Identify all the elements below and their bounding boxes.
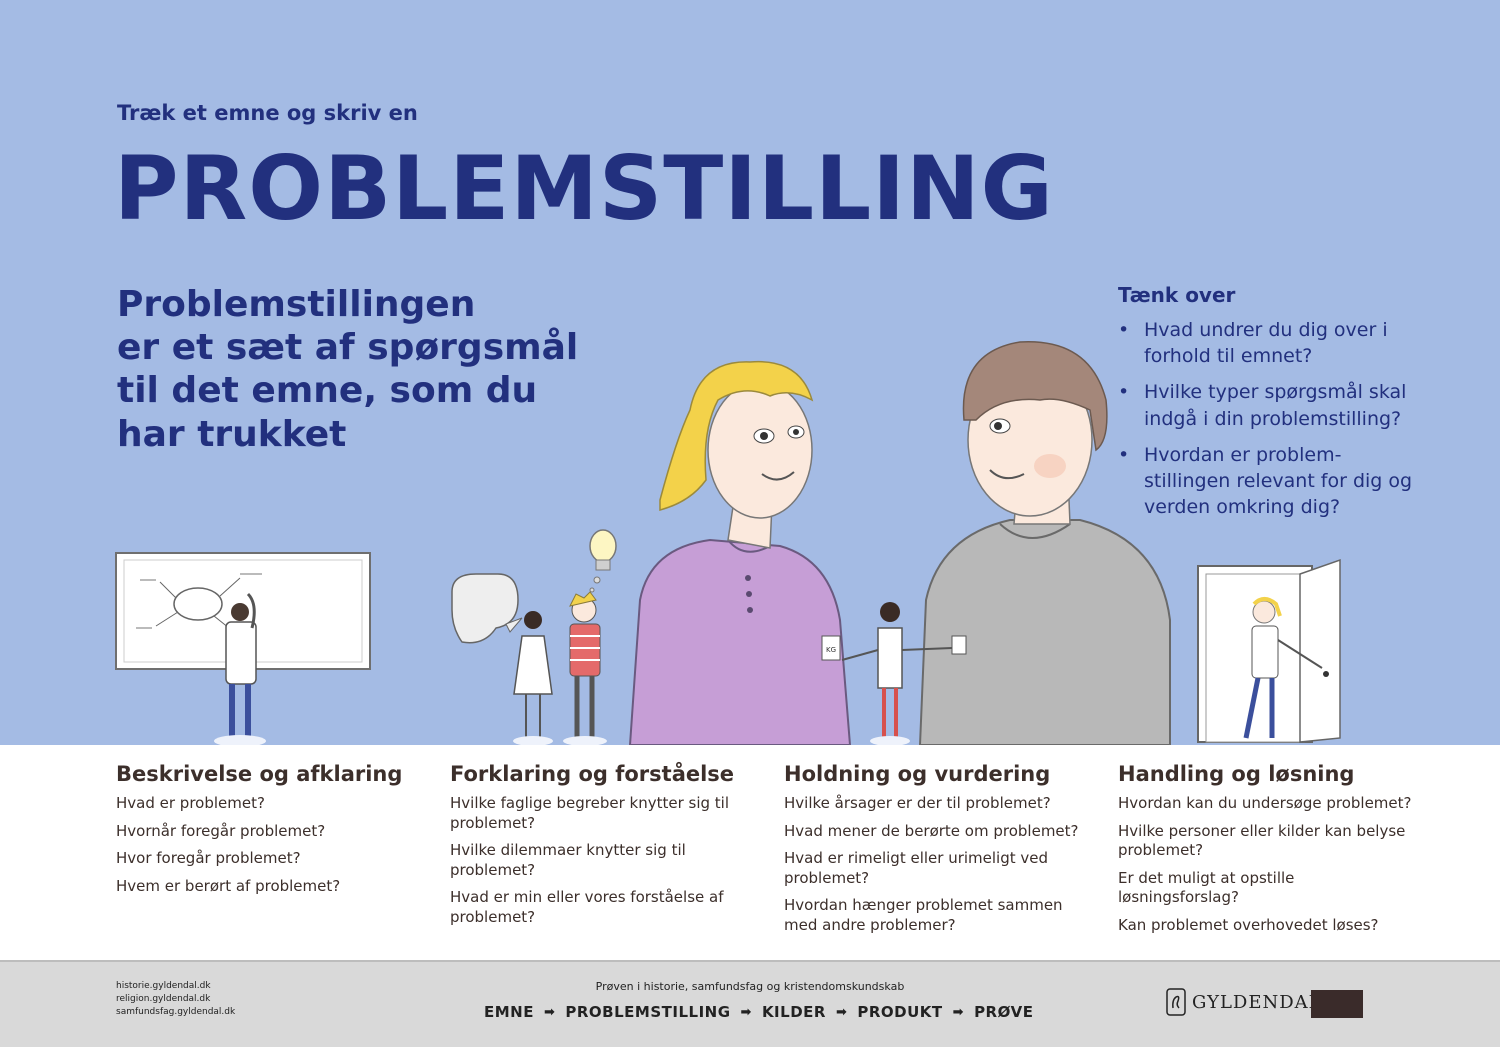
footer-link[interactable]: samfundsfag.gyldendal.dk — [116, 1007, 236, 1018]
publisher-emblem-icon — [1166, 988, 1186, 1016]
footer-link[interactable]: historie.gyldendal.dk — [116, 981, 211, 991]
question-item: Hvilke årsager er der til problemet? — [784, 794, 1051, 812]
lightbulb-icon — [589, 529, 617, 593]
boy-illustration — [918, 341, 1171, 745]
question-columns: Beskrivelse og afklaring Hvad er problem… — [0, 745, 1500, 960]
column-description: Beskrivelse og afklaring Hvad er problem… — [116, 762, 416, 904]
question-item: Er det muligt at opstille løsningsforsla… — [1118, 868, 1295, 907]
flow-step: PRODUKT — [857, 1003, 943, 1021]
student-boy-illustration — [563, 591, 607, 745]
brand-block — [1311, 990, 1363, 1018]
flow-step: EMNE — [484, 1003, 534, 1021]
flow-step: PROBLEMSTILLING — [565, 1003, 731, 1021]
publisher-name: GYLDENDAL — [1192, 991, 1322, 1013]
question-item: Hvad mener de berørte om problemet? — [784, 821, 1079, 840]
question-item: Hvem er berørt af problemet? — [116, 876, 341, 895]
think-box: Tænk over Hvad undrer du dig over i forh… — [1118, 283, 1418, 531]
lead-line: er et sæt af spørgsmål — [117, 327, 579, 369]
question-item: Hvilke dilemmaer knytter sig til problem… — [450, 841, 686, 879]
footer-caption: Prøven i historie, samfundsfag og kriste… — [595, 980, 905, 993]
whiteboard-illustration — [115, 552, 371, 745]
door-illustration — [1197, 558, 1341, 743]
column-attitude: Holdning og vurdering Hvilke årsager er … — [784, 762, 1084, 943]
arrow-right-icon: ➡ — [740, 1004, 752, 1020]
illustration: KG — [115, 341, 1341, 745]
lead-line: har trukket — [117, 413, 347, 455]
speech-bubble-illustration — [451, 573, 553, 745]
arrow-right-icon: ➡ — [952, 1004, 965, 1020]
girl-illustration — [628, 360, 852, 745]
svg-text:KG: KG — [826, 646, 836, 654]
footer-link[interactable]: religion.gyldendal.dk — [116, 994, 211, 1005]
question-item: Hvilke personer eller kilder kan belyse … — [1118, 821, 1406, 860]
column-heading: Holdning og vurdering — [784, 762, 1051, 786]
question-item: Hvad er rimeligt eller urimeligt ved pro… — [784, 849, 1049, 887]
kicker-text: Træk et emne og skriv en — [117, 101, 418, 125]
question-item: Hvad er min eller vores forståelse af pr… — [450, 888, 724, 926]
column-heading: Beskrivelse og afklaring — [116, 762, 403, 786]
think-item: Hvordan er problem-stillingen relevant f… — [1118, 442, 1418, 521]
process-flow: EMNE ➡ PROBLEMSTILLING ➡ KILDER ➡ PRODUK… — [484, 1003, 1033, 1021]
think-list: Hvad undrer du dig over i forhold til em… — [1118, 317, 1418, 521]
publisher-logo: GYLDENDAL — [1166, 988, 1322, 1016]
arrow-right-icon: ➡ — [543, 1004, 556, 1020]
footer-links: historie.gyldendal.dk religion.gyldendal… — [116, 980, 235, 1019]
footer: historie.gyldendal.dk religion.gyldendal… — [0, 960, 1500, 1047]
column-explanation: Forklaring og forståelse Hvilke faglige … — [450, 762, 735, 935]
lead-text: Problemstillingen er et sæt af spørgsmål… — [117, 283, 637, 456]
lead-line: til det emne, som du — [117, 370, 538, 412]
flow-step: KILDER — [761, 1003, 826, 1021]
think-title: Tænk over — [1118, 283, 1236, 307]
arrow-right-icon: ➡ — [835, 1004, 848, 1020]
column-heading: Handling og løsning — [1118, 762, 1355, 786]
teacher-illustration: KG — [821, 602, 967, 745]
page-title: PROBLEMSTILLING — [114, 137, 1054, 240]
question-item: Kan problemet overhovedet løses? — [1118, 915, 1379, 934]
question-item: Hvad er problemet? — [116, 794, 265, 812]
think-item: Hvilke typer spørgsmål skal indgå i din … — [1118, 379, 1418, 431]
question-item: Hvilke faglige begreber knytter sig til … — [450, 794, 729, 832]
question-item: Hvornår foregår problemet? — [116, 821, 326, 840]
flow-step: PRØVE — [974, 1003, 1034, 1021]
question-item: Hvor foregår problemet? — [116, 849, 301, 867]
poster-top: Træk et emne og skriv en PROBLEMSTILLING… — [0, 0, 1500, 745]
column-heading: Forklaring og forståelse — [450, 762, 735, 786]
think-item: Hvad undrer du dig over i forhold til em… — [1118, 317, 1418, 369]
question-item: Hvordan hænger problemet sammen med andr… — [784, 896, 1063, 934]
lead-line: Problemstillingen — [117, 284, 476, 325]
question-item: Hvordan kan du undersøge problemet? — [1118, 794, 1412, 812]
column-action: Handling og løsning Hvordan kan du under… — [1118, 762, 1418, 943]
